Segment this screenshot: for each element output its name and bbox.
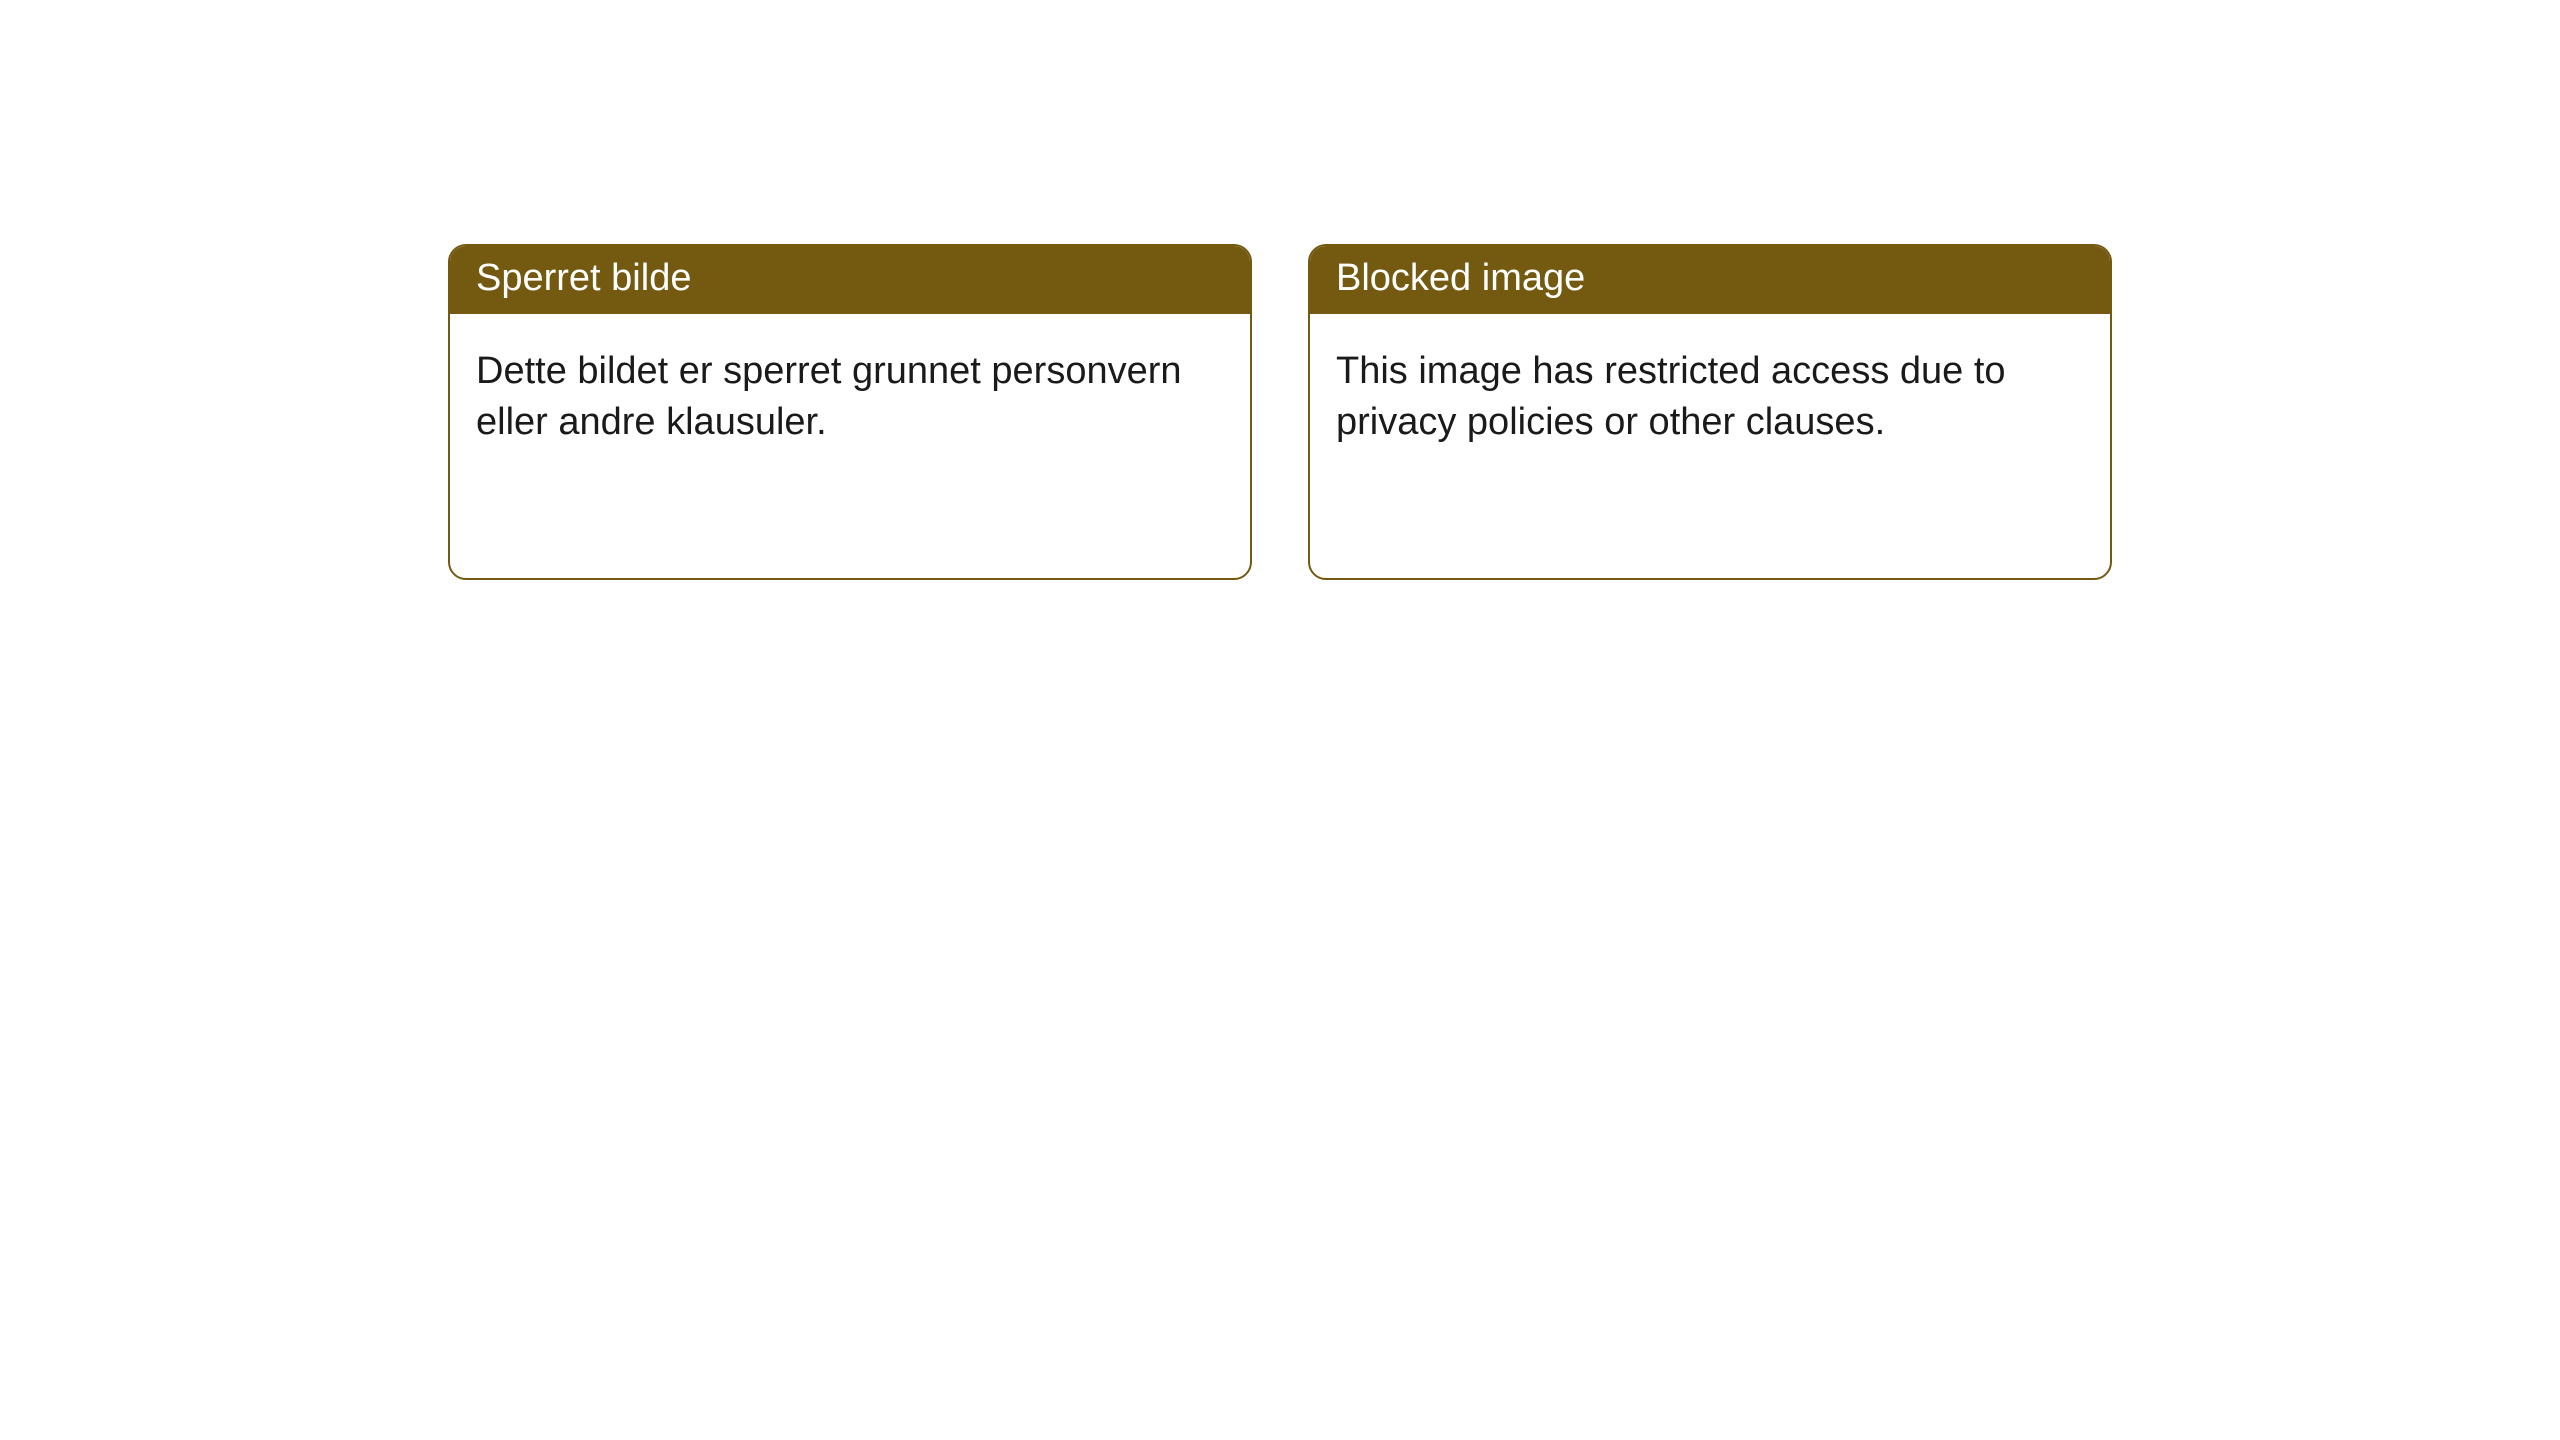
notice-header: Sperret bilde <box>450 246 1250 314</box>
notice-card-english: Blocked image This image has restricted … <box>1308 244 2112 580</box>
notice-body-text: Dette bildet er sperret grunnet personve… <box>450 314 1250 449</box>
notice-card-norwegian: Sperret bilde Dette bildet er sperret gr… <box>448 244 1252 580</box>
notice-container: Sperret bilde Dette bildet er sperret gr… <box>0 0 2560 580</box>
notice-body-text: This image has restricted access due to … <box>1310 314 2110 449</box>
notice-header: Blocked image <box>1310 246 2110 314</box>
